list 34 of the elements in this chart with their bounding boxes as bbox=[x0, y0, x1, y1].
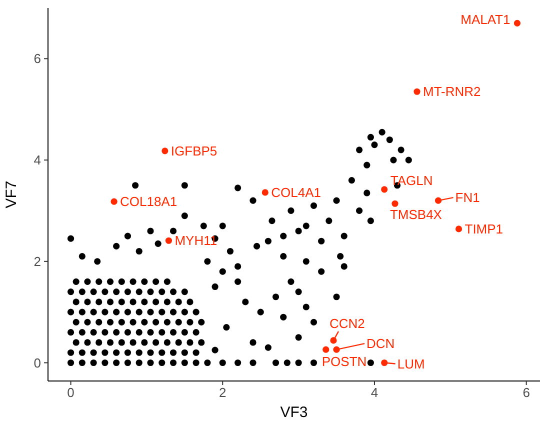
annotation: COL18A1 bbox=[120, 194, 178, 210]
y-tick-label: 4 bbox=[34, 152, 41, 168]
point bbox=[455, 226, 462, 232]
y-axis-title: VF7 bbox=[3, 180, 20, 208]
annotation: TIMP1 bbox=[464, 222, 504, 237]
annotation: IGFBP5 bbox=[170, 143, 218, 158]
point bbox=[162, 148, 168, 154]
annotation: CCN2 bbox=[329, 316, 365, 332]
annotation: FN1 bbox=[455, 190, 480, 206]
point bbox=[381, 186, 388, 193]
annotation: MALAT1 bbox=[460, 12, 510, 27]
annotation: MYH11 bbox=[174, 233, 218, 248]
annotation: TAGLN bbox=[390, 172, 433, 188]
x-tick-label: 6 bbox=[522, 385, 530, 400]
y-tick-label: 2 bbox=[34, 254, 41, 269]
point bbox=[322, 346, 330, 353]
point bbox=[514, 20, 521, 27]
annotation: POSTN bbox=[322, 354, 367, 370]
x-tick-label: 4 bbox=[370, 385, 378, 400]
annotation: DCN bbox=[366, 336, 395, 352]
x-axis-title: VF3 bbox=[280, 404, 308, 421]
x-tick-label: 2 bbox=[219, 385, 226, 400]
annotation: TMSB4X bbox=[390, 207, 442, 222]
point bbox=[414, 88, 420, 95]
y-tick-label: 0 bbox=[34, 355, 41, 370]
y-tick-label: 6 bbox=[34, 51, 41, 66]
x-tick-label: 0 bbox=[67, 385, 74, 400]
annotation: LUM bbox=[397, 356, 425, 372]
point bbox=[262, 189, 268, 196]
point bbox=[165, 237, 172, 244]
annotation: MT-RNR2 bbox=[423, 84, 481, 100]
point bbox=[392, 200, 398, 207]
point bbox=[110, 198, 118, 205]
annotation: COL4A1 bbox=[271, 185, 322, 200]
